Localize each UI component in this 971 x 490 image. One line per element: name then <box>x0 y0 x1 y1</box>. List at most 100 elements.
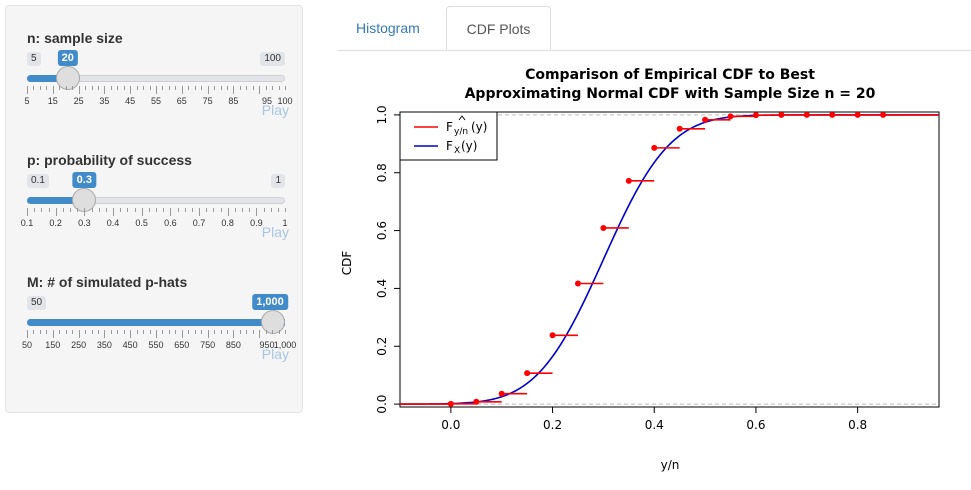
slider-tick <box>148 208 150 212</box>
slider-tick <box>201 86 203 90</box>
sidebar-panel <box>5 5 303 413</box>
slider-tick-label: 35 <box>99 96 110 106</box>
sample-size-value-badge: 20 <box>57 50 78 66</box>
slider-tick <box>134 208 136 212</box>
slider-tick <box>162 330 164 334</box>
slider-tick <box>233 330 235 338</box>
slider-tick <box>263 208 265 212</box>
slider-tick <box>162 86 164 90</box>
y-tick-label: 1.0 <box>375 105 389 124</box>
sample-size-play-button[interactable]: Play <box>261 102 289 118</box>
slider-tick <box>201 330 203 334</box>
slider-tick <box>170 208 172 216</box>
slider-tick <box>85 86 87 90</box>
slider-tick <box>214 330 216 334</box>
slider-tick <box>39 330 41 334</box>
x-tick-label: 0.4 <box>645 418 664 432</box>
slider-tick <box>141 208 143 216</box>
slider-tick-label: 0.1 <box>20 218 34 228</box>
ecdf-point <box>473 398 480 405</box>
tab-cdf-plots[interactable]: CDF Plots <box>446 6 551 50</box>
slider-tick <box>85 330 87 334</box>
slider-tick-label: 0.8 <box>221 218 234 228</box>
slider-tick-label: 0.2 <box>49 218 62 228</box>
legend-suffix: (y) <box>461 139 477 153</box>
x-tick-label: 0.2 <box>543 418 562 432</box>
slider-tick <box>97 330 99 334</box>
simulated-phats-min-badge: 50 <box>27 296 47 310</box>
slider-tick <box>252 86 254 90</box>
slider-tick <box>214 86 216 90</box>
slider-tick <box>33 86 35 90</box>
y-tick-label: 0.4 <box>375 279 389 298</box>
slider-tick <box>220 86 222 90</box>
slider-tick-label: 0.4 <box>106 218 120 228</box>
slider-tick <box>188 330 190 334</box>
slider-tick <box>199 208 200 216</box>
slider-tick <box>120 208 122 212</box>
slider-tick <box>113 208 114 216</box>
sample-size-slider-group: n: sample size 5 100 20 5 15 25 35 45 55 65 75 85 95 1… <box>24 30 292 130</box>
slider-tick <box>252 330 254 334</box>
slider-tick <box>181 330 183 338</box>
chart-title-line1: Comparison of Empirical CDF to Best <box>525 67 815 83</box>
tab-histogram[interactable]: Histogram <box>356 20 420 36</box>
slider-tick <box>59 86 61 90</box>
slider-tick <box>117 330 119 334</box>
probability-ticks: 0.1 0.2 0.3 0.4 0.5 0.6 0.7 0.8 0.9 1 <box>21 208 288 228</box>
slider-tick <box>143 86 145 90</box>
slider-tick-label: 85 <box>228 96 239 106</box>
slider-tick <box>34 208 36 212</box>
simulated-phats-play-button[interactable]: Play <box>261 346 289 362</box>
ecdf-point <box>752 112 759 119</box>
slider-tick <box>246 330 248 334</box>
ecdf-point <box>447 400 454 407</box>
y-tick-label: 0.8 <box>375 163 389 182</box>
slider-tick <box>277 208 279 212</box>
slider-tick-label: 1 <box>282 218 288 228</box>
slider-tick <box>104 86 106 94</box>
slider-tick <box>110 330 112 334</box>
ecdf-point <box>651 144 658 151</box>
slider-tick <box>110 86 112 90</box>
slider-tick-label: 450 <box>122 340 138 350</box>
slider-tick <box>127 208 129 212</box>
legend-suffix: (y) <box>471 120 487 134</box>
slider-tick-label: 65 <box>176 96 187 106</box>
probability-fill <box>27 197 85 204</box>
slider-tick <box>272 86 274 90</box>
ecdf-point <box>803 111 810 118</box>
simulated-phats-fill <box>27 319 285 326</box>
probability-value-badge: 0.3 <box>72 172 96 188</box>
slider-tick-label: 50 <box>21 340 33 350</box>
slider-tick <box>84 208 86 216</box>
y-axis-label: CDF <box>340 251 354 276</box>
probability-label: p: probability of success <box>27 152 192 168</box>
ecdf-point <box>524 370 531 377</box>
slider-tick-label: 1,000 <box>273 340 297 350</box>
probability-min-badge: 0.1 <box>27 174 49 188</box>
slider-tick <box>149 330 151 334</box>
slider-tick-label: 850 <box>225 340 241 350</box>
slider-tick <box>226 330 228 334</box>
slider-tick <box>163 208 165 212</box>
slider-tick <box>188 86 190 90</box>
slider-tick <box>265 330 267 334</box>
slider-tick <box>175 330 177 334</box>
slider-tick-label: 250 <box>71 340 87 350</box>
slider-tick-label: 5 <box>24 96 30 106</box>
simulated-phats-value-badge: 1,000 <box>252 294 288 310</box>
x-tick-label: 0.6 <box>746 418 765 432</box>
slider-tick <box>46 330 48 334</box>
slider-tick-label: 0.3 <box>78 218 91 228</box>
slider-tick <box>98 208 100 212</box>
slider-tick <box>259 86 261 94</box>
slider-tick <box>181 86 183 94</box>
legend-hat <box>458 115 466 121</box>
sample-size-handle[interactable] <box>55 66 80 90</box>
slider-tick <box>123 330 125 334</box>
slider-tick <box>191 208 193 212</box>
legend-label: F <box>446 120 453 134</box>
slider-tick <box>130 86 132 94</box>
probability-play-button[interactable]: Play <box>261 224 289 240</box>
